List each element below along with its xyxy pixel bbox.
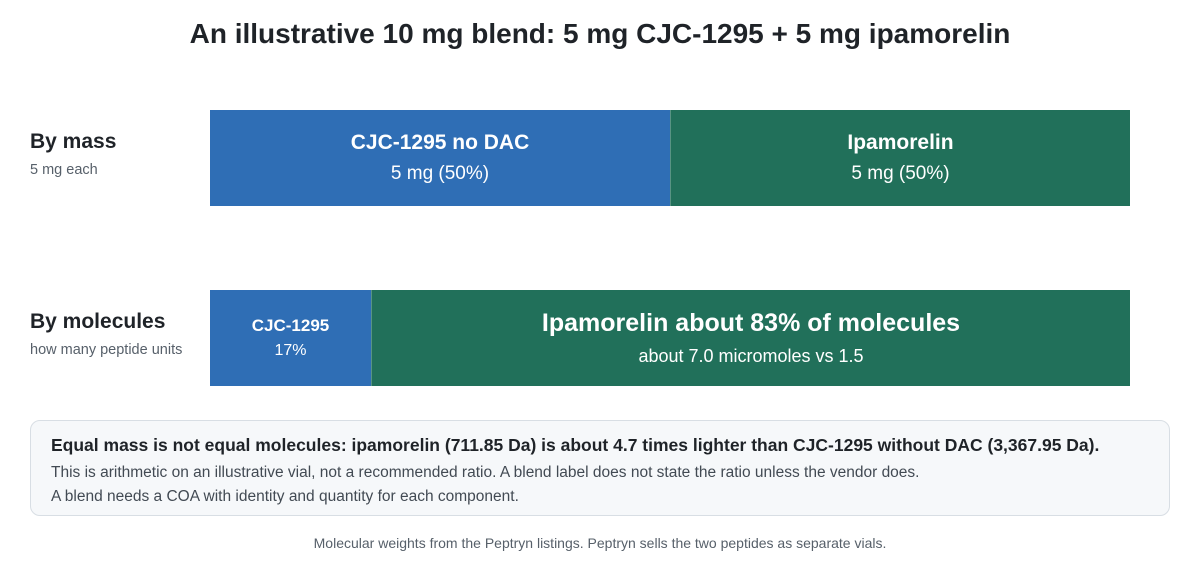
segment-label: Ipamorelin: [847, 131, 954, 154]
segment-label: CJC-1295 no DAC: [350, 131, 530, 154]
segment-value: about 7.0 micromoles vs 1.5: [638, 346, 864, 366]
segment-label: CJC-1295: [251, 316, 330, 335]
callout-line-1: This is arithmetic on an illustrative vi…: [51, 464, 920, 481]
segment-value: 5 mg (50%): [390, 163, 490, 184]
callout-headline: Equal mass is not equal molecules: ipamo…: [51, 435, 1100, 455]
row-label-mass: By mass 5 mg each: [30, 130, 116, 178]
segment-value: 5 mg (50%): [851, 163, 950, 184]
bar-segment-cjc-mass: CJC-1295 no DAC 5 mg (50%): [210, 110, 670, 206]
mass-bar: CJC-1295 no DAC 5 mg (50%) Ipamorelin 5 …: [210, 110, 1130, 206]
row-subtitle-mass: 5 mg each: [30, 162, 98, 178]
bar-segment-ipamorelin-molecules: Ipamorelin about 83% of molecules about …: [371, 290, 1130, 386]
callout-box: Equal mass is not equal molecules: ipamo…: [30, 420, 1170, 516]
row-title-mass: By mass: [30, 130, 117, 153]
molecules-bar: CJC-1295 17% Ipamorelin about 83% of mol…: [210, 290, 1130, 386]
callout-line-2: A blend needs a COA with identity and qu…: [51, 488, 519, 505]
bar-segment-cjc-molecules: CJC-1295 17%: [210, 290, 371, 386]
row-subtitle-molecules: how many peptide units: [30, 342, 183, 358]
segment-value: 17%: [274, 342, 307, 359]
row-label-molecules: By molecules how many peptide units: [30, 310, 182, 358]
bar-segment-ipamorelin-mass: Ipamorelin 5 mg (50%): [670, 110, 1130, 206]
chart-title: An illustrative 10 mg blend: 5 mg CJC-12…: [189, 18, 1011, 49]
segment-label: Ipamorelin about 83% of molecules: [541, 309, 961, 337]
row-title-molecules: By molecules: [30, 310, 166, 333]
footer-note: Molecular weights from the Peptryn listi…: [313, 535, 887, 551]
